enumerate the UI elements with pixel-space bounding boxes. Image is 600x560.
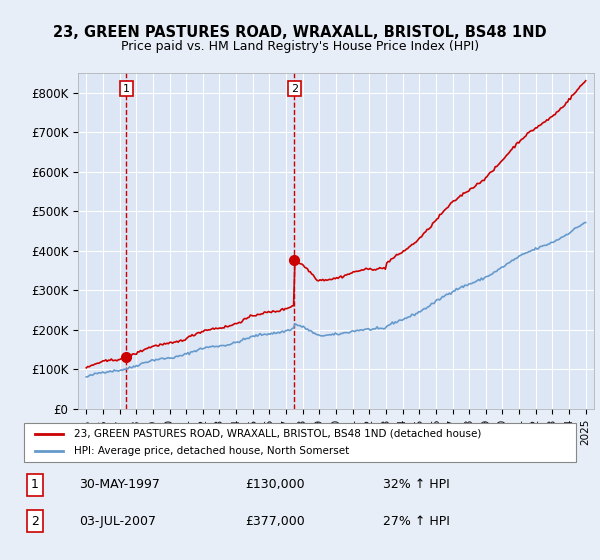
Text: £130,000: £130,000	[245, 478, 304, 491]
Text: Price paid vs. HM Land Registry's House Price Index (HPI): Price paid vs. HM Land Registry's House …	[121, 40, 479, 53]
Text: HPI: Average price, detached house, North Somerset: HPI: Average price, detached house, Nort…	[74, 446, 349, 456]
Text: 03-JUL-2007: 03-JUL-2007	[79, 515, 156, 528]
Text: 2: 2	[291, 83, 298, 94]
Text: 30-MAY-1997: 30-MAY-1997	[79, 478, 160, 491]
Text: 27% ↑ HPI: 27% ↑ HPI	[383, 515, 449, 528]
Text: £377,000: £377,000	[245, 515, 305, 528]
Text: 2: 2	[31, 515, 39, 528]
Text: 23, GREEN PASTURES ROAD, WRAXALL, BRISTOL, BS48 1ND: 23, GREEN PASTURES ROAD, WRAXALL, BRISTO…	[53, 25, 547, 40]
Text: 32% ↑ HPI: 32% ↑ HPI	[383, 478, 449, 491]
Text: 1: 1	[31, 478, 39, 491]
Text: 1: 1	[123, 83, 130, 94]
Text: 23, GREEN PASTURES ROAD, WRAXALL, BRISTOL, BS48 1ND (detached house): 23, GREEN PASTURES ROAD, WRAXALL, BRISTO…	[74, 429, 481, 439]
